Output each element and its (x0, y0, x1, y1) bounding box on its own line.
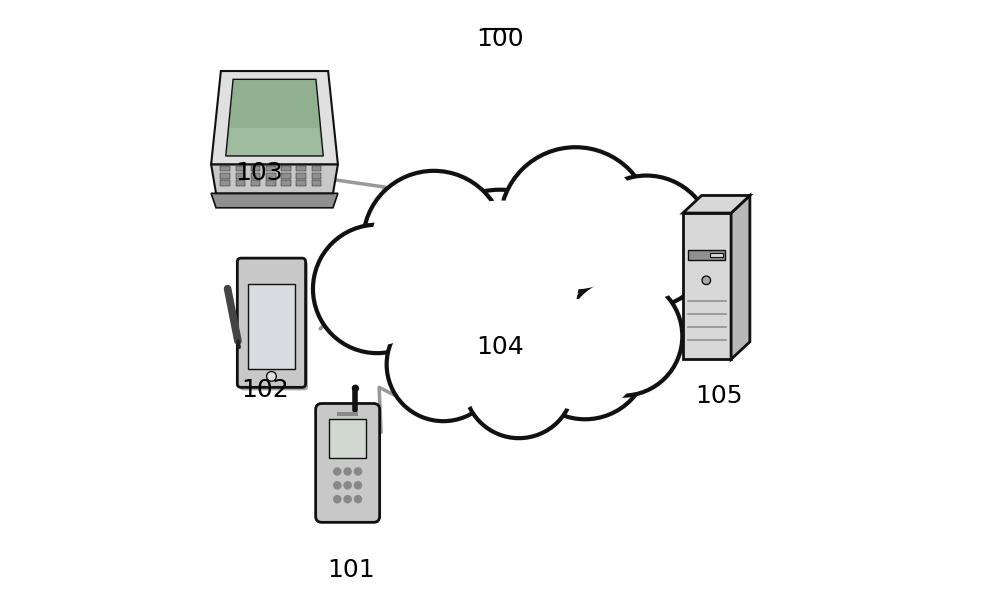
Bar (220, 166, 230, 172)
Bar (236, 166, 245, 172)
Bar (312, 173, 321, 179)
Text: 102: 102 (241, 378, 289, 402)
Polygon shape (211, 164, 338, 193)
Circle shape (354, 467, 362, 476)
Circle shape (363, 171, 505, 312)
Bar (296, 166, 306, 172)
Bar (710, 253, 723, 257)
Bar (683, 213, 731, 359)
Bar (296, 180, 306, 186)
Polygon shape (731, 196, 750, 359)
Text: 101: 101 (327, 558, 374, 582)
Bar (337, 411, 358, 416)
Circle shape (588, 183, 705, 300)
Polygon shape (211, 71, 338, 164)
Circle shape (313, 224, 441, 353)
Circle shape (343, 495, 352, 504)
Circle shape (333, 467, 342, 476)
Polygon shape (211, 193, 338, 208)
FancyBboxPatch shape (237, 258, 306, 387)
Circle shape (321, 232, 434, 346)
Circle shape (509, 156, 642, 289)
Circle shape (343, 467, 352, 476)
Circle shape (410, 189, 590, 369)
Circle shape (352, 384, 359, 392)
Bar (236, 180, 245, 186)
Circle shape (528, 298, 642, 411)
Circle shape (464, 328, 574, 438)
Bar (251, 173, 260, 179)
Text: 100: 100 (476, 27, 524, 51)
Bar (281, 180, 291, 186)
Circle shape (354, 495, 362, 504)
Bar (220, 173, 230, 179)
Circle shape (393, 315, 493, 415)
Bar (251, 180, 260, 186)
Circle shape (521, 291, 649, 419)
Text: 103: 103 (235, 161, 283, 185)
Bar (220, 180, 230, 186)
Circle shape (570, 284, 675, 389)
Bar (329, 419, 366, 458)
Bar (266, 173, 276, 179)
Bar (266, 180, 276, 186)
Bar (236, 173, 245, 179)
Circle shape (333, 495, 342, 504)
Circle shape (702, 276, 711, 285)
Bar (312, 180, 321, 186)
Circle shape (471, 335, 567, 432)
Circle shape (267, 371, 276, 381)
Bar (281, 166, 291, 172)
Circle shape (354, 481, 362, 490)
Circle shape (387, 308, 500, 421)
FancyBboxPatch shape (240, 261, 308, 391)
FancyBboxPatch shape (316, 403, 380, 522)
Circle shape (500, 147, 651, 298)
Circle shape (563, 277, 682, 395)
Polygon shape (227, 128, 322, 155)
Circle shape (343, 481, 352, 490)
Bar (688, 250, 725, 260)
Bar (248, 284, 295, 369)
Polygon shape (226, 79, 323, 156)
Circle shape (333, 481, 342, 490)
Bar (266, 166, 276, 172)
Bar (251, 166, 260, 172)
Circle shape (372, 180, 496, 304)
Polygon shape (683, 196, 750, 213)
Text: 105: 105 (696, 384, 743, 408)
Bar (296, 173, 306, 179)
Text: 104: 104 (476, 335, 524, 359)
Circle shape (421, 200, 579, 359)
Circle shape (580, 175, 713, 308)
Bar (312, 166, 321, 172)
Bar (281, 173, 291, 179)
